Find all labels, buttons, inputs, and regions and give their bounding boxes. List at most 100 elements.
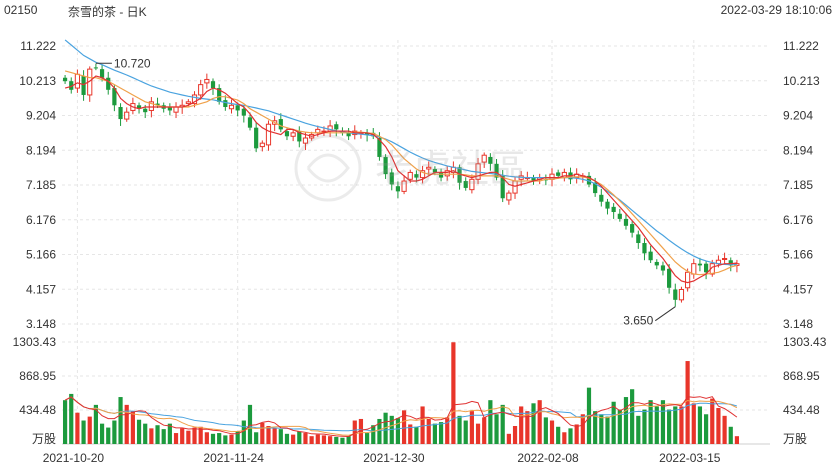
candle-body — [284, 131, 290, 137]
x-tick-label: 2022-02-08 — [517, 451, 579, 465]
volume-unit-left: 万股 — [32, 432, 56, 446]
volume-bar — [340, 437, 345, 444]
x-tick-label: 2022-03-15 — [659, 451, 721, 465]
volume-bar — [451, 342, 456, 444]
volume-bar — [161, 429, 166, 444]
price-tick-label-right: 11.222 — [783, 39, 819, 53]
candle-body — [148, 101, 154, 111]
candle-body — [365, 132, 370, 135]
candle-body — [302, 137, 309, 144]
volume-bar — [321, 435, 327, 444]
volume-bar — [475, 423, 481, 444]
volume-bar — [519, 406, 524, 444]
volume-bar — [556, 426, 561, 444]
volume-bar — [334, 436, 339, 444]
volume-bar — [623, 397, 629, 444]
candle-body — [241, 108, 246, 116]
min-annotation: 3.650 — [623, 314, 653, 328]
volume-bar — [229, 434, 234, 444]
chart-header: 02150 奈雪的茶 - 日K 2022-03-29 18:10:06 — [0, 0, 840, 22]
volume-bar — [574, 424, 579, 444]
volume-bar — [69, 393, 74, 444]
candle-body — [198, 84, 204, 96]
volume-bar — [691, 403, 696, 444]
candle-body — [457, 167, 462, 183]
candle-body — [155, 103, 160, 106]
candle-body — [346, 132, 351, 137]
volume-bar — [599, 414, 604, 444]
candle-body — [630, 224, 635, 233]
price-tick-label-right: 6.176 — [783, 213, 813, 227]
volume-bar — [667, 409, 672, 444]
candle-body — [617, 213, 622, 219]
volume-bar — [660, 400, 666, 444]
volume-bar — [562, 432, 567, 444]
candle-body — [69, 81, 74, 90]
volume-bar — [266, 426, 271, 444]
price-tick-label-right: 8.194 — [783, 143, 813, 157]
volume-bar — [328, 436, 333, 444]
volume-bar — [605, 416, 610, 444]
volume-bar — [136, 419, 142, 444]
volume-bar — [568, 428, 573, 444]
candle-body — [377, 138, 382, 157]
candle-body — [642, 243, 647, 254]
volume-bar — [426, 418, 431, 444]
candle-body — [648, 251, 653, 261]
volume-bar — [235, 431, 240, 444]
volume-bar — [710, 398, 715, 444]
x-tick-label: 2021-12-30 — [363, 451, 425, 465]
candle-body — [204, 78, 210, 84]
candle-body — [210, 81, 216, 89]
volume-bar — [260, 422, 265, 444]
candle-body — [407, 171, 413, 180]
volume-tick-label-right: 434.48 — [783, 403, 820, 417]
candle-body — [531, 177, 536, 182]
volume-bar — [438, 422, 444, 444]
candle-body — [93, 67, 98, 69]
volume-bar — [198, 426, 203, 444]
volume-bar — [278, 429, 283, 444]
volume-bar — [531, 403, 536, 444]
volume-bar — [488, 400, 493, 444]
candle-body — [704, 263, 709, 273]
candle-body — [395, 186, 401, 192]
x-tick-label: 2021-11-24 — [203, 451, 264, 465]
price-tick-label-right: 4.157 — [783, 282, 813, 296]
candle-body — [259, 142, 265, 148]
volume-bar — [297, 431, 302, 444]
volume-bar — [734, 436, 740, 444]
volume-bar — [291, 434, 296, 444]
volume-bar — [506, 433, 511, 444]
volume-bar — [254, 432, 259, 444]
candle-body — [697, 263, 703, 266]
volume-bar — [543, 417, 548, 444]
candle-body — [721, 258, 728, 261]
volume-bar — [272, 428, 277, 444]
candle-body — [62, 77, 68, 82]
candle-body — [74, 73, 81, 89]
volume-bar — [469, 411, 474, 444]
volume-bar — [408, 424, 413, 444]
volume-bar — [512, 426, 518, 444]
candle-body — [444, 170, 450, 177]
volume-bar — [549, 420, 555, 444]
volume-bar — [525, 411, 530, 444]
volume-bar — [414, 426, 419, 444]
volume-bar — [383, 412, 388, 444]
candle-body — [500, 175, 505, 199]
volume-ma10-line — [64, 396, 738, 436]
volume-bar — [593, 411, 598, 444]
candle-body — [636, 234, 641, 244]
candle-body — [278, 119, 283, 130]
candle-body — [254, 127, 259, 149]
volume-bar — [149, 428, 154, 444]
candle-body — [678, 288, 685, 301]
volume-bar — [389, 415, 394, 444]
volume-bar — [728, 426, 733, 444]
volume-tick-label-left: 1303.43 — [13, 335, 57, 349]
volume-bar — [580, 414, 585, 444]
candle-body — [481, 154, 487, 163]
volume-bar — [636, 415, 641, 444]
volume-bar — [617, 409, 622, 444]
